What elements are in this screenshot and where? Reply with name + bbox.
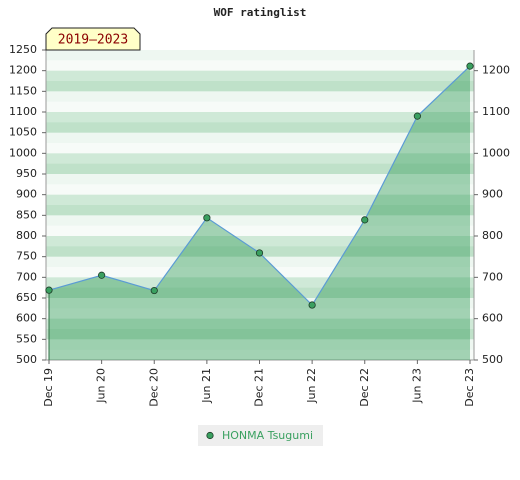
y2-tick-label: 600 (482, 312, 503, 325)
plot-stripe (46, 339, 474, 351)
plot-stripe (46, 318, 474, 330)
plot-stripe (46, 50, 474, 61)
legend-label: HONMA Tsugumi (222, 429, 313, 442)
y-tick-label: 1100 (9, 105, 37, 118)
y2-tick-label: 500 (482, 353, 503, 366)
y-tick-label: 1150 (9, 84, 37, 97)
chart-title: WOF ratinglist (214, 6, 307, 19)
legend-marker (206, 431, 214, 440)
y2-tick-label: 800 (482, 229, 503, 242)
y-tick-label: 1250 (9, 43, 37, 56)
x-tick-label: Dec 20 (147, 368, 160, 407)
y-tick-label: 500 (16, 353, 37, 366)
plot-stripe (46, 205, 474, 216)
marker (413, 112, 421, 120)
marker (308, 301, 316, 309)
plot-stripe (46, 70, 474, 82)
plot-stripe (46, 91, 474, 103)
annotation: 2019–2023 (58, 33, 128, 48)
y2-tick-label: 1000 (482, 146, 510, 159)
y-tick-label: 550 (16, 332, 37, 345)
y2-tick-label: 1200 (482, 64, 510, 77)
plot-stripe (46, 225, 474, 237)
plot-stripe (46, 122, 474, 134)
x-tick-label: Jun 21 (200, 368, 213, 404)
y-tick-label: 850 (16, 208, 37, 221)
y-tick-label: 1200 (9, 64, 37, 77)
plot-stripe (46, 236, 474, 247)
y2-tick-label: 900 (482, 188, 503, 201)
plot-stripe (46, 287, 474, 299)
x-tick-label: Jun 22 (305, 368, 318, 404)
y-tick-label: 800 (16, 229, 37, 242)
marker (361, 216, 369, 224)
x-tick-label: Dec 19 (42, 368, 55, 407)
y-tick-label: 1050 (9, 126, 37, 139)
y2-tick-label: 700 (482, 270, 503, 283)
marker (255, 249, 264, 257)
marker (98, 271, 106, 279)
x-tick-label: Jun 20 (95, 368, 108, 404)
y2-tick-label: 1100 (482, 105, 510, 118)
y-tick-label: 750 (16, 250, 37, 263)
marker (150, 286, 158, 295)
plot-stripe (46, 143, 474, 154)
x-tick-label: Dec 22 (358, 368, 371, 407)
plot-stripe (46, 215, 474, 227)
legend-box (198, 425, 323, 446)
y-tick-label: 650 (16, 291, 37, 304)
plot-stripe (46, 101, 474, 113)
plot-stripe (46, 60, 474, 72)
plot-stripe (46, 112, 474, 123)
plot-stripe (46, 329, 474, 340)
plot-stripe (46, 81, 474, 92)
y-tick-label: 950 (16, 167, 37, 180)
plot-stripe (46, 184, 474, 196)
y-tick-label: 700 (16, 270, 37, 283)
plot-stripe (46, 194, 474, 206)
marker (466, 62, 474, 70)
plot-stripe (46, 308, 474, 320)
marker (203, 214, 211, 222)
plot-stripe (46, 267, 474, 278)
x-tick-label: Dec 21 (253, 368, 266, 407)
plot-stripe (46, 256, 474, 268)
area (49, 66, 470, 361)
plot-stripe (46, 153, 474, 165)
x-tick-label: Jun 23 (410, 368, 423, 404)
plot-stripe (46, 174, 474, 185)
marker (45, 286, 53, 294)
plot-stripe (46, 349, 474, 361)
plot-stripe (46, 277, 474, 289)
x-tick-label: Dec 23 (463, 368, 476, 407)
legend: HONMA Tsugumi (198, 425, 323, 446)
plot-stripe (46, 298, 474, 309)
plot-stripe (46, 132, 474, 144)
y-tick-label: 1000 (9, 146, 37, 159)
y-tick-label: 600 (16, 312, 37, 325)
y-tick-label: 900 (16, 188, 37, 201)
annotation-box (45, 27, 141, 51)
plot-stripe (46, 163, 474, 175)
